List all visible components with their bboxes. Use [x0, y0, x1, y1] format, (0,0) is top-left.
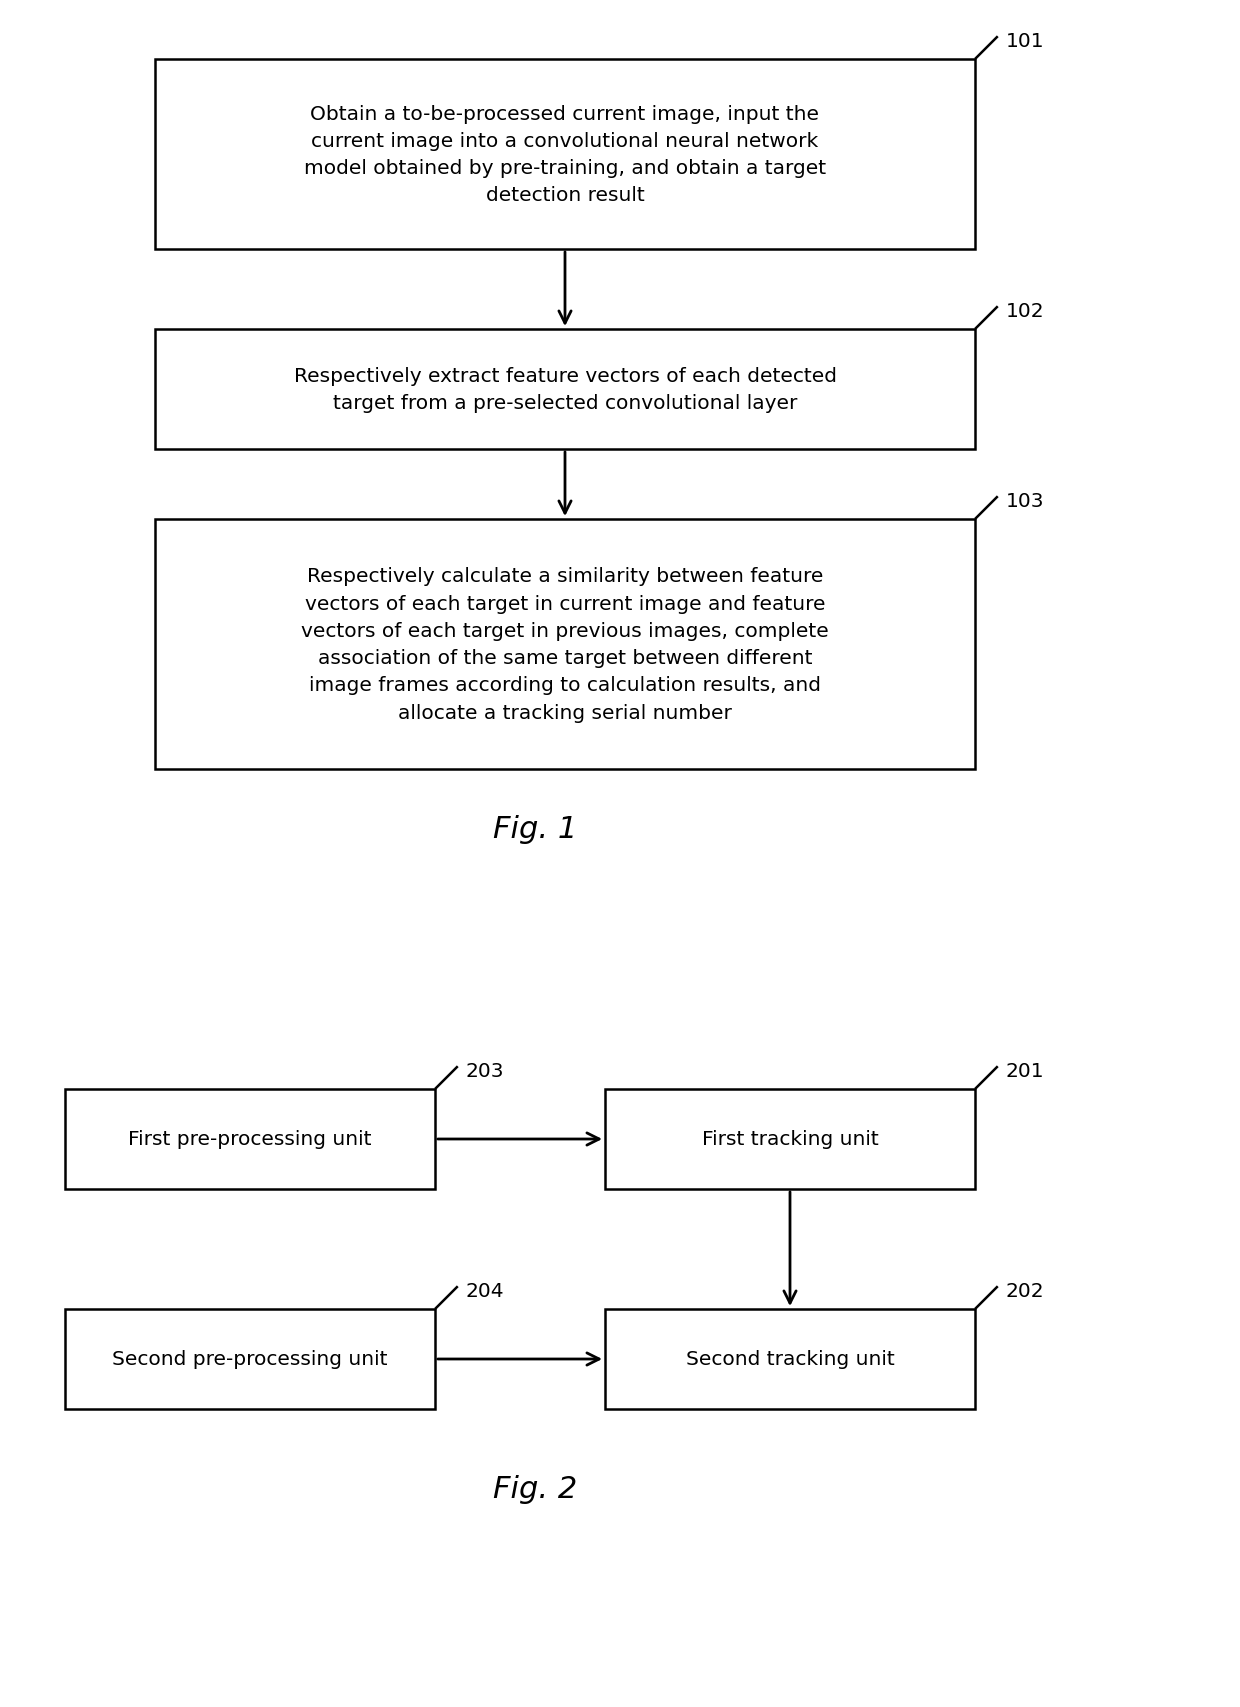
Bar [605, 1309, 975, 1410]
Text: Respectively calculate a similarity between feature
vectors of each target in cu: Respectively calculate a similarity betw… [301, 567, 828, 722]
Text: First tracking unit: First tracking unit [702, 1130, 878, 1149]
Text: 204: 204 [466, 1280, 505, 1301]
Text: Fig. 2: Fig. 2 [492, 1475, 577, 1504]
Text: Second tracking unit: Second tracking unit [686, 1350, 894, 1369]
Text: 103: 103 [1006, 492, 1044, 510]
Text: Obtain a to-be-processed current image, input the
current image into a convoluti: Obtain a to-be-processed current image, … [304, 104, 826, 205]
Bar [64, 1309, 435, 1410]
Text: 101: 101 [1006, 32, 1044, 51]
Text: Respectively extract feature vectors of each detected
target from a pre-selected: Respectively extract feature vectors of … [294, 367, 837, 413]
Bar [155, 60, 975, 249]
Text: First pre-processing unit: First pre-processing unit [128, 1130, 372, 1149]
Text: Fig. 1: Fig. 1 [492, 814, 577, 843]
Bar [605, 1089, 975, 1190]
Text: 201: 201 [1006, 1062, 1044, 1081]
Text: 202: 202 [1006, 1280, 1044, 1301]
Bar [64, 1089, 435, 1190]
Text: 102: 102 [1006, 302, 1044, 321]
Text: 203: 203 [466, 1062, 505, 1081]
Bar [155, 519, 975, 770]
Bar [155, 329, 975, 449]
Text: Second pre-processing unit: Second pre-processing unit [113, 1350, 388, 1369]
